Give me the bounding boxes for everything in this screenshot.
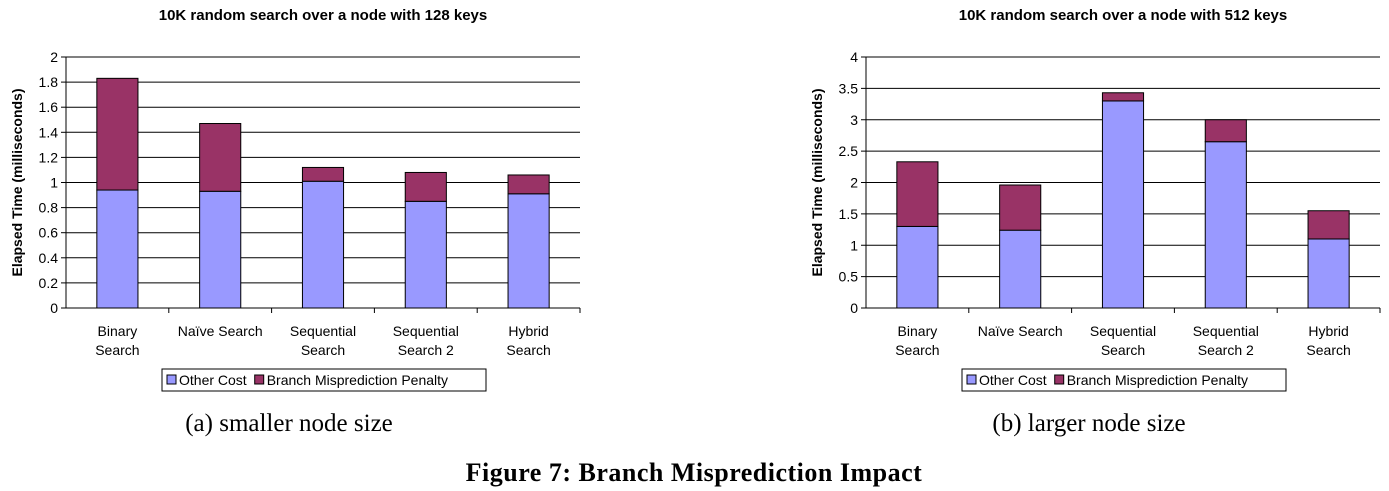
y-tick-label: 3 (850, 112, 858, 128)
x-tick-label: Search (1306, 342, 1350, 358)
y-tick-label: 0.5 (839, 269, 859, 285)
y-tick-label: 1 (50, 175, 58, 191)
subfigure-caption: (b) larger node size (992, 410, 1185, 437)
y-tick-label: 1.5 (839, 206, 859, 222)
bar-other-cost (199, 190, 242, 309)
x-tick-label: Sequential (290, 323, 356, 339)
y-tick-label: 0.8 (39, 200, 59, 216)
bar-branch-penalty (896, 161, 939, 227)
y-tick-label: 4 (850, 49, 858, 65)
x-tick-label: Sequential (1090, 323, 1156, 339)
y-tick-label: 1.4 (39, 124, 59, 140)
subfigure-caption: (a) smaller node size (185, 410, 393, 437)
x-tick-label: Search 2 (398, 342, 454, 358)
chart-a: 10K random search over a node with 128 k… (9, 7, 581, 437)
x-tick-label: Hybrid (508, 323, 548, 339)
legend-box (961, 368, 1287, 392)
y-tick-label: 1.6 (39, 99, 59, 115)
legend-label: Other Cost (979, 372, 1047, 388)
y-tick-label: 2 (850, 175, 858, 191)
legend-label: Other Cost (179, 372, 247, 388)
y-tick-label: 0.4 (39, 250, 59, 266)
bar-branch-penalty (199, 123, 242, 192)
bar-other-cost (1101, 100, 1145, 309)
legend-label: Branch Misprediction Penalty (1067, 372, 1248, 388)
bar-other-cost (404, 200, 447, 309)
y-tick-label: 0.2 (39, 275, 59, 291)
y-tick-label: 2.5 (839, 143, 859, 159)
y-tick-label: 1.2 (39, 149, 59, 165)
bar-other-cost (507, 193, 550, 309)
y-tick-label: 2 (50, 49, 58, 65)
bar-branch-penalty (999, 184, 1042, 231)
bar-other-cost (1307, 238, 1350, 309)
bar-branch-penalty (507, 174, 550, 195)
y-tick-label: 1 (850, 237, 858, 253)
chart-title: 10K random search over a node with 512 k… (959, 7, 1287, 24)
chart-b: 10K random search over a node with 512 k… (809, 7, 1381, 437)
x-tick-label: Search (1101, 342, 1145, 358)
x-tick-label: Sequential (1193, 323, 1259, 339)
bar-other-cost (96, 189, 139, 309)
y-tick-label: 0 (50, 300, 58, 316)
legend-swatch (966, 374, 977, 385)
legend-swatch (254, 374, 265, 385)
y-tick-label: 0.6 (39, 225, 59, 241)
bar-branch-penalty (301, 166, 345, 182)
x-tick-label: Naïve Search (178, 323, 263, 339)
x-tick-label: Binary (98, 323, 138, 339)
bar-other-cost (896, 225, 939, 309)
bar-other-cost (301, 180, 345, 309)
legend-box (161, 368, 487, 392)
x-tick-label: Search (895, 342, 939, 358)
x-tick-label: Search (506, 342, 550, 358)
legend-swatch (1054, 374, 1065, 385)
y-tick-label: 1.8 (39, 74, 59, 90)
bar-other-cost (1204, 141, 1247, 309)
chart-title: 10K random search over a node with 128 k… (159, 7, 487, 24)
x-tick-label: Hybrid (1308, 323, 1348, 339)
legend-label: Branch Misprediction Penalty (267, 372, 448, 388)
legend-swatch (166, 374, 177, 385)
bar-other-cost (999, 229, 1042, 309)
x-tick-label: Naïve Search (978, 323, 1063, 339)
bar-branch-penalty (1204, 119, 1247, 143)
x-tick-label: Search 2 (1198, 342, 1254, 358)
y-tick-label: 3.5 (839, 80, 859, 96)
x-tick-label: Binary (898, 323, 938, 339)
bar-branch-penalty (404, 171, 447, 202)
y-axis-label: Elapsed Time (milliseconds) (809, 88, 825, 276)
y-tick-label: 0 (850, 300, 858, 316)
legend: Other Cost Branch Misprediction Penalty (961, 368, 1287, 392)
bar-branch-penalty (1101, 92, 1145, 102)
figure-caption: Figure 7: Branch Misprediction Impact (466, 458, 923, 487)
bar-branch-penalty (96, 77, 139, 191)
bar-branch-penalty (1307, 210, 1350, 240)
y-axis-label: Elapsed Time (milliseconds) (9, 88, 25, 276)
x-tick-label: Search (301, 342, 345, 358)
x-tick-label: Sequential (393, 323, 459, 339)
x-tick-label: Search (95, 342, 139, 358)
legend: Other Cost Branch Misprediction Penalty (161, 368, 487, 392)
